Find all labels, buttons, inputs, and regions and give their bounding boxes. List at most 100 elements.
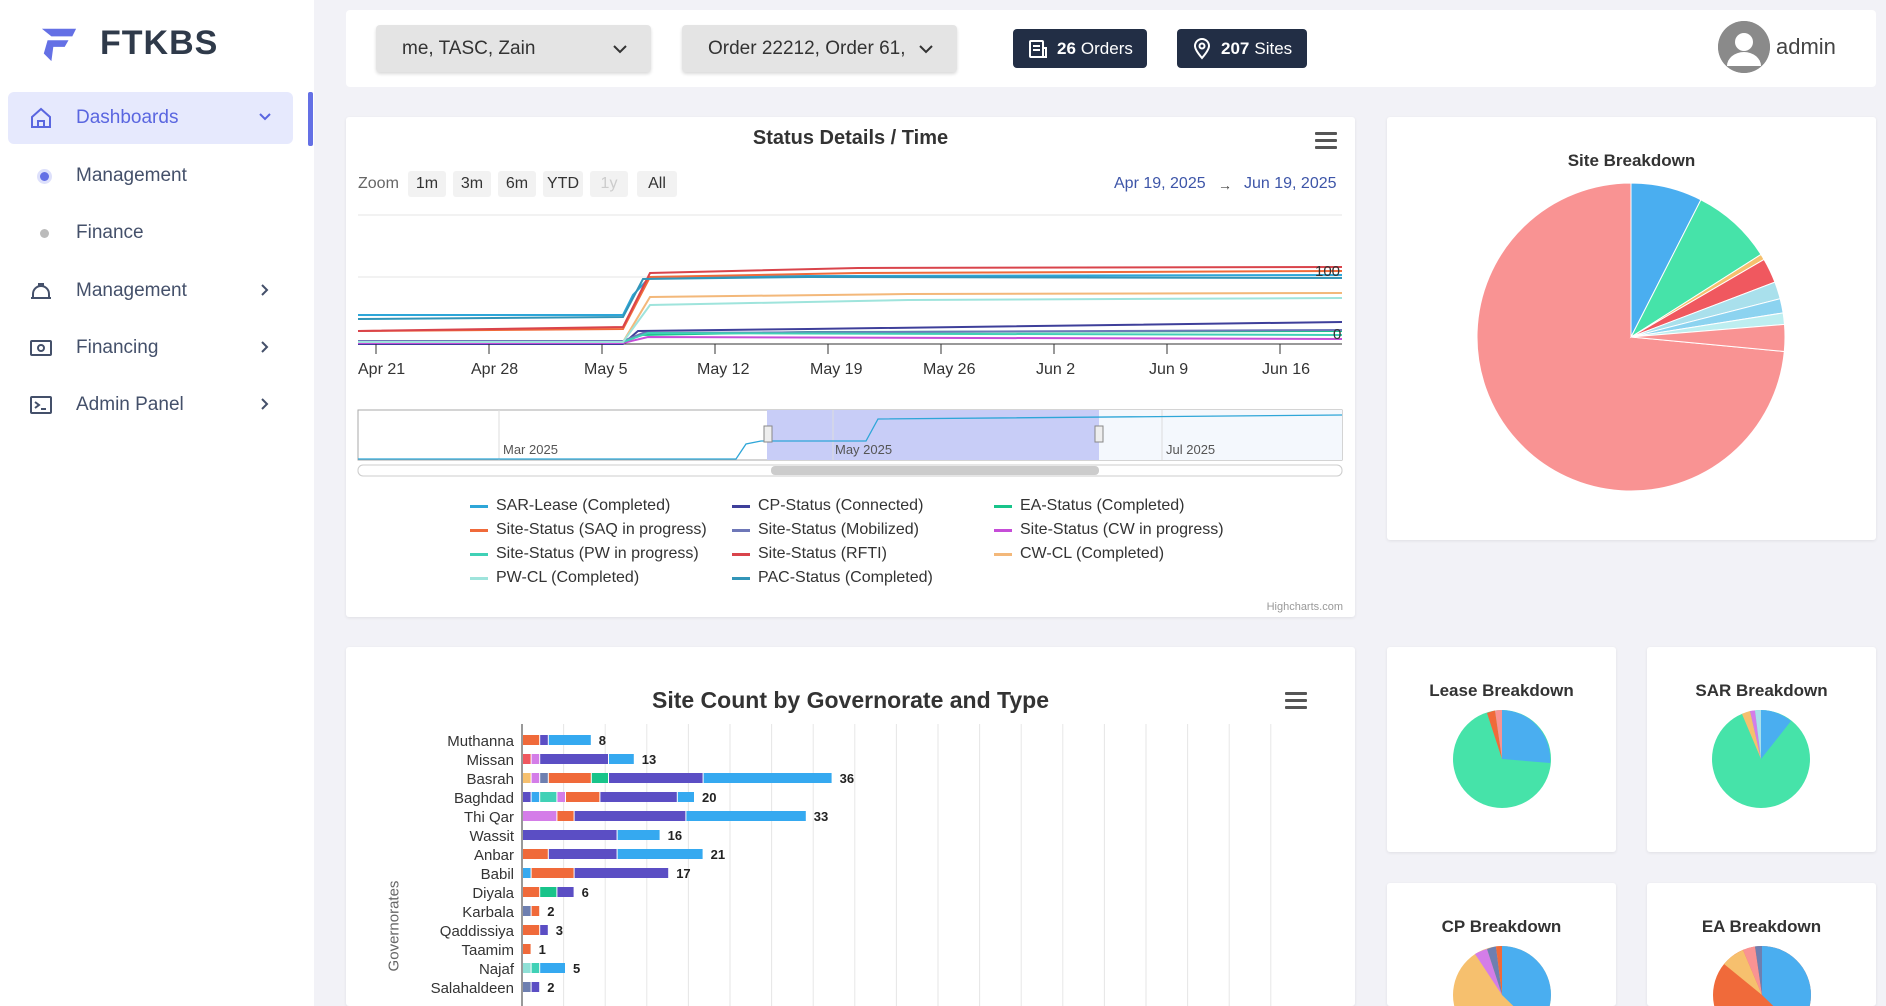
zoom-all-button[interactable]: All xyxy=(637,171,677,197)
dot-icon xyxy=(40,228,49,238)
legend-item[interactable]: CW-CL (Completed) xyxy=(994,545,1164,563)
sites-badge[interactable]: 207 Sites xyxy=(1177,29,1307,68)
navigator-scrollbar-thumb[interactable] xyxy=(771,466,1099,475)
chart-menu-icon[interactable] xyxy=(1315,132,1337,150)
bar-segment[interactable] xyxy=(531,982,540,992)
bar-segment[interactable] xyxy=(566,792,600,802)
bar-segment[interactable] xyxy=(523,773,531,783)
bar-segment[interactable] xyxy=(703,773,832,783)
bar-segment[interactable] xyxy=(523,849,548,859)
bar-segment[interactable] xyxy=(600,792,677,802)
zoom-3m-button[interactable]: 3m xyxy=(453,171,491,197)
bar-segment[interactable] xyxy=(609,754,634,764)
bar-segment[interactable] xyxy=(540,925,548,935)
cp-breakdown-card: CP Breakdown xyxy=(1387,883,1616,1006)
bar-segment[interactable] xyxy=(531,963,540,973)
sidebar-item-admin-panel[interactable]: Admin Panel xyxy=(8,379,293,431)
sidebar-item-management[interactable]: Management xyxy=(8,265,293,317)
order-filter-dropdown[interactable]: Order 22212, Order 61, xyxy=(682,25,957,72)
legend-item[interactable]: Site-Status (SAQ in progress) xyxy=(470,521,707,539)
navigator-left-handle[interactable] xyxy=(763,425,773,443)
zoom-ytd-button[interactable]: YTD xyxy=(543,171,583,197)
bar-segment[interactable] xyxy=(591,773,608,783)
bar-segment[interactable] xyxy=(548,735,591,745)
bar-segment[interactable] xyxy=(548,849,617,859)
legend-marker xyxy=(732,528,750,532)
sites-count: 207 xyxy=(1221,38,1250,58)
legend-item[interactable]: PAC-Status (Completed) xyxy=(732,569,933,587)
bar-segment[interactable] xyxy=(677,792,694,802)
bar-segment[interactable] xyxy=(523,982,531,992)
bar-segment[interactable] xyxy=(523,887,540,897)
bar-segment[interactable] xyxy=(617,830,660,840)
sidebar-item-dashboards[interactable]: Dashboards xyxy=(8,92,293,144)
bar-segment[interactable] xyxy=(523,963,531,973)
bar-segment[interactable] xyxy=(523,735,540,745)
brand[interactable]: FTKBS xyxy=(40,24,218,63)
bar-segment[interactable] xyxy=(557,887,574,897)
orders-badge[interactable]: 26 Orders xyxy=(1013,29,1147,68)
bar-segment[interactable] xyxy=(523,868,531,878)
date-to-input[interactable]: Jun 19, 2025 xyxy=(1244,175,1337,192)
bar-segment[interactable] xyxy=(540,887,557,897)
bar-segment[interactable] xyxy=(531,906,540,916)
bar-segment[interactable] xyxy=(540,773,548,783)
legend-item[interactable]: PW-CL (Completed) xyxy=(470,569,639,587)
bar-segment[interactable] xyxy=(523,830,617,840)
line-series[interactable] xyxy=(357,266,1343,332)
bar-value-label: 20 xyxy=(702,790,717,805)
legend-item[interactable]: Site-Status (Mobilized) xyxy=(732,521,919,539)
bar-segment[interactable] xyxy=(523,811,557,821)
bar-segment[interactable] xyxy=(531,754,540,764)
x-tick-label: Apr 21 xyxy=(358,361,406,378)
bar-segment[interactable] xyxy=(540,735,548,745)
sidebar-subitem-finance[interactable]: Finance xyxy=(8,213,144,253)
legend-item[interactable]: SAR-Lease (Completed) xyxy=(470,497,670,515)
zoom-6m-button[interactable]: 6m xyxy=(498,171,536,197)
bar-segment[interactable] xyxy=(686,811,806,821)
user-name[interactable]: admin xyxy=(1776,34,1836,59)
bar-segment[interactable] xyxy=(540,963,565,973)
bar-segment[interactable] xyxy=(574,811,686,821)
pie-slice[interactable] xyxy=(1630,323,1786,353)
legend-item[interactable]: CP-Status (Connected) xyxy=(732,497,923,515)
legend-marker xyxy=(994,552,1012,556)
zoom-1m-button[interactable]: 1m xyxy=(408,171,446,197)
bar-segment[interactable] xyxy=(617,849,703,859)
line-series[interactable] xyxy=(358,297,1343,343)
orders-label: Orders xyxy=(1080,38,1133,58)
bar-segment[interactable] xyxy=(574,868,669,878)
bar-chart-title: Site Count by Governorate and Type xyxy=(651,687,1050,713)
bar-segment[interactable] xyxy=(540,792,557,802)
navigator-label: May 2025 xyxy=(835,442,893,457)
bar-segment[interactable] xyxy=(557,792,565,802)
legend-item[interactable]: Site-Status (PW in progress) xyxy=(470,545,699,563)
bar-segment[interactable] xyxy=(531,773,540,783)
bar-segment[interactable] xyxy=(531,868,574,878)
chart-credit[interactable]: Highcharts.com xyxy=(1266,601,1343,613)
bar-segment[interactable] xyxy=(523,906,531,916)
bar-segment[interactable] xyxy=(531,792,540,802)
bar-segment[interactable] xyxy=(523,754,531,764)
bar-segment[interactable] xyxy=(609,773,703,783)
legend-item[interactable]: Site-Status (CW in progress) xyxy=(994,521,1224,539)
bar-segment[interactable] xyxy=(523,792,531,802)
legend-item[interactable]: EA-Status (Completed) xyxy=(994,497,1185,515)
line-series[interactable] xyxy=(357,275,1343,320)
line-series[interactable] xyxy=(358,274,1343,316)
sidebar-item-financing[interactable]: Financing xyxy=(8,322,293,374)
bar-segment[interactable] xyxy=(523,925,540,935)
bar-segment[interactable] xyxy=(523,944,531,954)
date-from-input[interactable]: Apr 19, 2025 xyxy=(1114,175,1206,192)
category-label: Basrah xyxy=(466,771,514,788)
bar-segment[interactable] xyxy=(540,754,608,764)
chart-menu-icon[interactable] xyxy=(1285,692,1307,710)
legend-item[interactable]: Site-Status (RFTI) xyxy=(732,545,887,563)
bar-segment[interactable] xyxy=(557,811,574,821)
navigator-right-handle[interactable] xyxy=(1094,425,1104,443)
bar-segment[interactable] xyxy=(548,773,591,783)
avatar[interactable] xyxy=(1718,21,1770,73)
sidebar-subitem-management[interactable]: Management xyxy=(8,156,187,196)
customer-filter-dropdown[interactable]: me, TASC, Zain xyxy=(376,25,651,72)
line-series[interactable] xyxy=(357,270,1343,332)
